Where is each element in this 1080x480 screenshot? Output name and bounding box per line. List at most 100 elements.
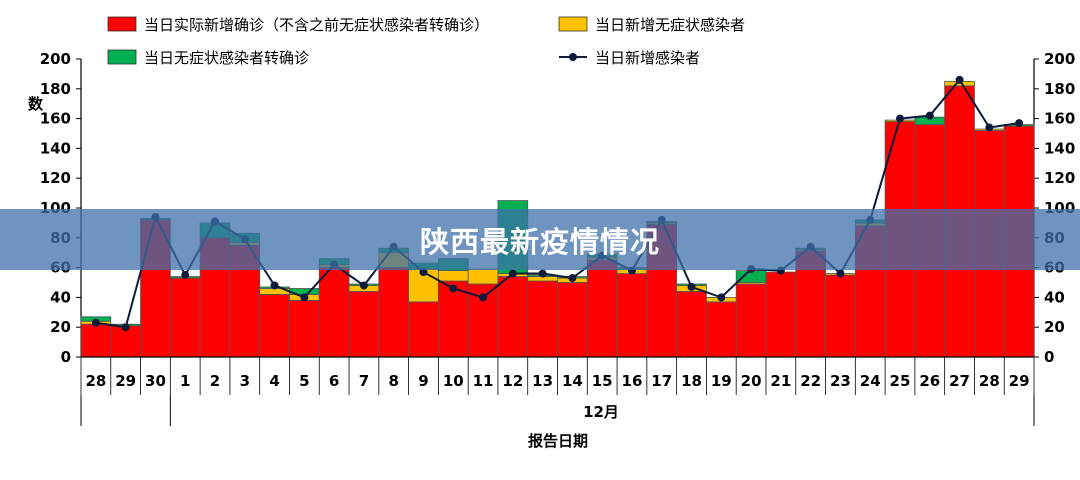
x-tick-label: 17 xyxy=(651,372,672,390)
legend-confirmed-swatch xyxy=(107,16,137,32)
x-tick-label: 3 xyxy=(240,372,250,390)
y-axis-label: 数 xyxy=(28,95,44,113)
x-group-label: 12月 xyxy=(583,403,619,421)
bar-confirmed xyxy=(497,276,529,358)
y-tick-label-left: 140 xyxy=(40,139,71,157)
bar-confirmed xyxy=(259,294,290,358)
new-infections-point xyxy=(895,114,904,123)
legend-confirmed-label: 当日实际新增确诊（不含之前无症状感染者转确诊） xyxy=(144,16,489,34)
x-tick-label: 29 xyxy=(115,372,136,390)
bar-asymptomatic xyxy=(437,270,469,282)
bar-confirmed xyxy=(676,291,707,358)
new-infections-point xyxy=(359,281,368,290)
new-infections-point xyxy=(925,111,934,120)
bar-confirmed xyxy=(735,283,767,358)
x-tick-label: 2 xyxy=(210,372,220,390)
x-tick-label: 7 xyxy=(359,372,369,390)
y-tick-label-right: 180 xyxy=(1044,80,1075,98)
y-tick-label-right: 0 xyxy=(1044,348,1054,366)
legend-new-infections-swatch-marker xyxy=(569,53,577,61)
bar-confirmed xyxy=(765,271,797,358)
x-tick-label: 24 xyxy=(860,372,881,390)
y-tick-label-left: 0 xyxy=(61,348,71,366)
y-tick-label-left: 160 xyxy=(40,110,71,128)
bar-asymptomatic xyxy=(467,268,499,285)
new-infections-point xyxy=(955,75,964,84)
y-tick-label-left: 40 xyxy=(50,288,71,306)
new-infections-point xyxy=(1015,119,1024,128)
y-tick-label-right: 140 xyxy=(1044,139,1075,157)
new-infections-point xyxy=(479,293,488,302)
bar-confirmed xyxy=(408,301,439,358)
new-infections-point xyxy=(121,323,130,332)
x-tick-label: 5 xyxy=(299,372,309,390)
x-tick-label: 18 xyxy=(681,372,702,390)
x-tick-label: 10 xyxy=(443,372,464,390)
y-tick-label-left: 200 xyxy=(40,50,71,68)
bar-confirmed xyxy=(586,259,618,358)
x-tick-label: 29 xyxy=(1009,372,1030,390)
x-tick-label: 9 xyxy=(418,372,428,390)
y-tick-label-left: 180 xyxy=(40,80,71,98)
bar-confirmed xyxy=(706,301,737,358)
x-axis-label: 报告日期 xyxy=(528,432,588,450)
x-tick-label: 21 xyxy=(770,372,791,390)
new-infections-point xyxy=(181,271,190,280)
legend-new-infections-label: 当日新增感染者 xyxy=(595,49,700,67)
bar-confirmed xyxy=(825,274,856,358)
x-tick-label: 23 xyxy=(830,372,851,390)
new-infections-point xyxy=(687,282,696,291)
new-infections-point xyxy=(985,123,994,132)
y-tick-label-left: 120 xyxy=(40,169,71,187)
new-infections-point xyxy=(91,318,100,327)
y-tick-label-left: 20 xyxy=(50,318,71,336)
legend-asymptomatic-label: 当日新增无症状感染者 xyxy=(595,16,745,34)
title-banner: 陕西最新疫情情况 xyxy=(0,209,1080,270)
y-tick-label-right: 40 xyxy=(1044,288,1065,306)
x-tick-label: 20 xyxy=(741,372,762,390)
y-tick-label-right: 200 xyxy=(1044,50,1075,68)
x-axis: 28 29 30 1 2 3 4 5 6 7 8 9 10 11 12 13 14 15 16 17 18 19 20 21 2… xyxy=(80,356,1035,426)
x-tick-label: 6 xyxy=(329,372,339,390)
banner-title: 陕西最新疫情情况 xyxy=(419,224,660,259)
bar-confirmed xyxy=(80,323,112,358)
y-tick-label-right: 160 xyxy=(1044,110,1075,128)
legend-asymptomatic-swatch xyxy=(558,16,588,32)
bar-confirmed xyxy=(289,299,320,358)
new-infections-point xyxy=(508,269,517,278)
new-infections-point xyxy=(568,274,577,283)
x-tick-label: 11 xyxy=(473,372,494,390)
bar-confirmed xyxy=(527,280,558,358)
x-tick-label: 4 xyxy=(269,372,279,390)
legend: 当日实际新增确诊（不含之前无症状感染者转确诊） 当日新增无症状感染者当日无症状感染… xyxy=(107,16,745,67)
legend-converted-label: 当日无症状感染者转确诊 xyxy=(144,49,309,67)
x-tick-label: 22 xyxy=(800,372,821,390)
x-tick-label: 25 xyxy=(890,372,911,390)
x-tick-label: 14 xyxy=(562,372,583,390)
x-tick-label: 1 xyxy=(180,372,190,390)
y-tick-label-right: 20 xyxy=(1044,318,1065,336)
legend-converted-swatch xyxy=(107,49,137,65)
new-infections-point xyxy=(270,281,279,290)
x-tick-label: 26 xyxy=(919,372,940,390)
x-tick-label: 12 xyxy=(502,372,523,390)
x-tick-label: 15 xyxy=(592,372,613,390)
bar-confirmed xyxy=(169,277,201,358)
bar-confirmed xyxy=(348,291,380,358)
x-tick-label: 30 xyxy=(145,372,166,390)
new-infections-point xyxy=(538,269,547,278)
new-infections-point xyxy=(300,293,309,302)
x-tick-label: 13 xyxy=(532,372,553,390)
bar-confirmed xyxy=(557,282,588,358)
x-tick-label: 28 xyxy=(979,372,1000,390)
new-infections-point xyxy=(419,268,428,277)
new-infections-point xyxy=(836,269,845,278)
x-tick-label: 27 xyxy=(949,372,970,390)
y-axis-right: 020406080100120140160180200 xyxy=(1033,50,1075,366)
new-infections-point xyxy=(449,284,458,293)
x-tick-label: 19 xyxy=(711,372,732,390)
x-tick-label: 8 xyxy=(388,372,398,390)
y-tick-label-right: 120 xyxy=(1044,169,1075,187)
